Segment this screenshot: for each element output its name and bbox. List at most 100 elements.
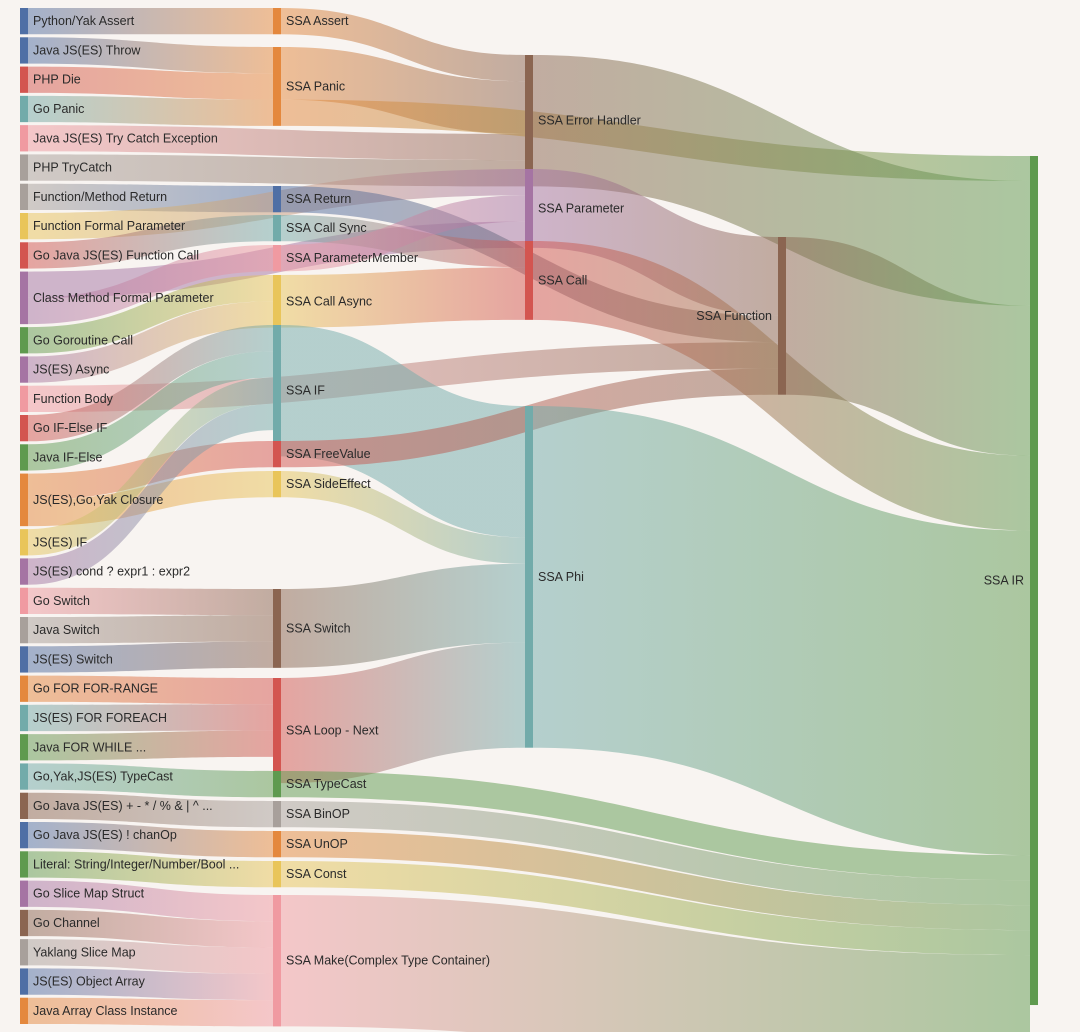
node-go_slicemap xyxy=(20,880,28,907)
node-label-ssa_binop: SSA BinOP xyxy=(286,807,350,821)
node-ssa_callasync xyxy=(273,275,281,328)
node-label-java_switch: Java Switch xyxy=(33,623,100,637)
node-go_channel xyxy=(20,909,28,937)
link-java_for-to-ssa_loop xyxy=(28,730,273,761)
node-label-js_if: JS(ES) IF xyxy=(33,535,88,549)
node-label-js_async: JS(ES) Async xyxy=(33,363,109,377)
link-java_trycatch-to-ssa_errhandler xyxy=(28,125,525,161)
node-label-ssa_freevalue: SSA FreeValue xyxy=(286,447,371,461)
node-label-func_return: Function/Method Return xyxy=(33,190,167,204)
node-label-closure: JS(ES),Go,Yak Closure xyxy=(33,493,163,507)
node-unop_src xyxy=(20,822,28,849)
link-py_assert-to-ssa_assert xyxy=(28,8,273,35)
node-label-go_channel: Go Channel xyxy=(33,916,100,930)
node-java_for xyxy=(20,734,28,761)
node-label-py_assert: Python/Yak Assert xyxy=(33,14,135,28)
node-func_return xyxy=(20,183,28,210)
node-label-ssa_callsync: SSA Call Sync xyxy=(286,221,367,235)
node-literal_src xyxy=(20,851,28,878)
link-go_channel-to-ssa_make xyxy=(28,909,273,948)
node-go_for xyxy=(20,675,28,702)
node-ssa_parammember xyxy=(273,245,281,272)
link-ssa_parameter-to-ssa_function xyxy=(533,169,778,316)
node-label-java_ifelse: Java IF-Else xyxy=(33,450,103,464)
node-label-ssa_unop: SSA UnOP xyxy=(286,837,348,851)
link-yak_slicemap-to-ssa_make xyxy=(28,939,273,974)
node-func_body xyxy=(20,385,28,412)
node-yak_slicemap xyxy=(20,939,28,966)
node-label-ssa_make: SSA Make(Complex Type Container) xyxy=(286,954,490,968)
link-class_formal-to-ssa_parammember xyxy=(28,245,273,325)
node-label-java_trycatch: Java JS(ES) Try Catch Exception xyxy=(33,131,218,145)
node-label-typecast_src: Go,Yak,JS(ES) TypeCast xyxy=(33,770,173,784)
link-ssa_sideeffect-to-ssa_phi xyxy=(281,471,525,564)
link-php_die-to-ssa_panic xyxy=(28,66,273,100)
node-label-go_switch: Go Switch xyxy=(33,594,90,608)
node-label-ssa_phi: SSA Phi xyxy=(538,570,584,584)
node-label-ssa_function: SSA Function xyxy=(696,309,772,323)
sankey-labels: Python/Yak Assert Java JS(ES) Throw PHP Di… xyxy=(33,14,1024,1018)
link-go_goroutine-to-ssa_callasync xyxy=(28,275,273,354)
node-label-yak_slicemap: Yaklang Slice Map xyxy=(33,945,136,959)
node-label-func_formal: Function Formal Parameter xyxy=(33,219,185,233)
link-ssa_function-to-ssa_ir xyxy=(786,237,1030,456)
node-ssa_switch xyxy=(273,589,281,668)
node-label-java_throw: Java JS(ES) Throw xyxy=(33,43,141,57)
node-java_switch xyxy=(20,617,28,644)
node-label-ssa_parameter: SSA Parameter xyxy=(538,201,624,215)
node-label-ssa_sideeffect: SSA SideEffect xyxy=(286,477,371,491)
node-ssa_callsync xyxy=(273,215,281,242)
node-ssa_sideeffect xyxy=(273,471,281,498)
link-go_funccall-to-ssa_callsync xyxy=(28,215,273,269)
node-label-js_cond: JS(ES) cond ? expr1 : expr2 xyxy=(33,565,190,579)
link-ssa_unop-to-ssa_ir xyxy=(281,831,1030,931)
node-go_panic xyxy=(20,95,28,123)
node-binop_src xyxy=(20,792,28,819)
node-class_formal xyxy=(20,271,28,325)
node-go_goroutine xyxy=(20,327,28,354)
node-label-class_formal: Class Method Formal Parameter xyxy=(33,291,214,305)
node-js_if xyxy=(20,529,28,556)
node-ssa_freevalue xyxy=(273,441,281,468)
sankey-nodes xyxy=(20,8,1038,1027)
node-ssa_loop xyxy=(273,678,281,784)
node-java_trycatch xyxy=(20,125,28,152)
node-ssa_errhandler xyxy=(525,55,533,187)
node-go_switch xyxy=(20,587,28,614)
link-js_if-to-ssa_if xyxy=(28,377,273,556)
link-go_ifelse-to-ssa_if xyxy=(28,325,273,442)
node-label-func_body: Function Body xyxy=(33,392,114,406)
node-ssa_const xyxy=(273,861,281,888)
node-ssa_parameter xyxy=(525,169,533,248)
link-typecast_src-to-ssa_typecast xyxy=(28,763,273,798)
node-typecast_src xyxy=(20,763,28,790)
node-label-ssa_switch: SSA Switch xyxy=(286,621,351,635)
node-label-ssa_parammember: SSA ParameterMember xyxy=(286,251,418,265)
node-func_formal xyxy=(20,213,28,240)
link-java_ifelse-to-ssa_if xyxy=(28,351,273,471)
node-go_funccall xyxy=(20,242,28,269)
node-js_async xyxy=(20,356,28,383)
node-ssa_phi xyxy=(525,406,533,748)
node-ssa_make xyxy=(273,895,281,1027)
link-java_throw-to-ssa_panic xyxy=(28,37,273,74)
node-js_for xyxy=(20,704,28,732)
node-go_ifelse xyxy=(20,415,28,442)
node-ssa_assert xyxy=(273,8,281,35)
node-label-php_die: PHP Die xyxy=(33,73,81,87)
link-go_panic-to-ssa_panic xyxy=(28,95,273,126)
node-label-java_for: Java FOR WHILE ... xyxy=(33,740,146,754)
link-js_switch-to-ssa_switch xyxy=(28,641,273,673)
link-literal_src-to-ssa_const xyxy=(28,851,273,888)
node-label-unop_src: Go Java JS(ES) ! chanOp xyxy=(33,828,177,842)
link-go_slicemap-to-ssa_make xyxy=(28,880,273,922)
node-label-ssa_typecast: SSA TypeCast xyxy=(286,777,367,791)
node-label-ssa_return: SSA Return xyxy=(286,192,351,206)
link-ssa_if-to-ssa_phi xyxy=(281,325,525,538)
node-label-go_funccall: Go Java JS(ES) Function Call xyxy=(33,248,199,262)
node-ssa_call xyxy=(525,241,533,320)
node-java_throw xyxy=(20,37,28,64)
link-go_for-to-ssa_loop xyxy=(28,675,273,705)
node-label-ssa_loop: SSA Loop - Next xyxy=(286,724,379,738)
